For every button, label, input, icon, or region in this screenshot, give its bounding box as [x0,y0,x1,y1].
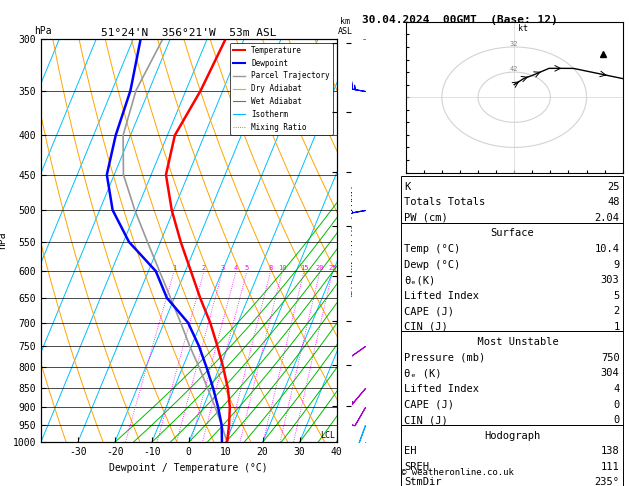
Y-axis label: Mixing Ratio (g/kg): Mixing Ratio (g/kg) [349,185,359,296]
Text: 30.04.2024  00GMT  (Base: 12): 30.04.2024 00GMT (Base: 12) [362,15,557,25]
Text: © weatheronline.co.uk: © weatheronline.co.uk [401,468,514,477]
Text: CIN (J): CIN (J) [404,415,448,425]
Text: Totals Totals: Totals Totals [404,197,486,208]
Text: EH: EH [404,446,417,456]
Text: 4: 4 [234,265,238,271]
Text: 1: 1 [172,265,176,271]
Text: Dewp (°C): Dewp (°C) [404,260,460,270]
Text: 25: 25 [607,182,620,192]
Text: 48: 48 [607,197,620,208]
Text: 10: 10 [278,265,286,271]
Text: Temp (°C): Temp (°C) [404,244,460,254]
Text: 0: 0 [613,415,620,425]
Text: kt: kt [518,24,528,34]
Text: 3: 3 [220,265,225,271]
Text: 10.4: 10.4 [594,244,620,254]
Text: 32: 32 [510,41,518,47]
Text: θₑ(K): θₑ(K) [404,275,436,285]
Text: 138: 138 [601,446,620,456]
Text: 5: 5 [613,291,620,301]
Title: 51°24'N  356°21'W  53m ASL: 51°24'N 356°21'W 53m ASL [101,28,277,38]
Text: Most Unstable: Most Unstable [465,337,559,347]
Text: 304: 304 [601,368,620,379]
Text: Lifted Index: Lifted Index [404,291,479,301]
Legend: Temperature, Dewpoint, Parcel Trajectory, Dry Adiabat, Wet Adiabat, Isotherm, Mi: Temperature, Dewpoint, Parcel Trajectory… [230,43,333,135]
Text: 8: 8 [269,265,273,271]
Text: 303: 303 [601,275,620,285]
Text: Surface: Surface [490,228,534,239]
Text: 2: 2 [202,265,206,271]
Text: StmDir: StmDir [404,477,442,486]
Text: 5: 5 [245,265,249,271]
Text: Lifted Index: Lifted Index [404,384,479,394]
Text: 235°: 235° [594,477,620,486]
Text: 2: 2 [613,306,620,316]
Text: Pressure (mb): Pressure (mb) [404,353,486,363]
Y-axis label: hPa: hPa [0,232,7,249]
Text: PW (cm): PW (cm) [404,213,448,223]
Text: 42: 42 [510,66,518,72]
Text: 0: 0 [613,399,620,410]
Text: 20: 20 [316,265,325,271]
Text: 25: 25 [328,265,337,271]
Text: 1: 1 [613,322,620,332]
Text: 2.04: 2.04 [594,213,620,223]
Text: K: K [404,182,411,192]
Text: CAPE (J): CAPE (J) [404,399,454,410]
X-axis label: Dewpoint / Temperature (°C): Dewpoint / Temperature (°C) [109,463,268,473]
Text: 750: 750 [601,353,620,363]
Text: SREH: SREH [404,462,430,472]
Text: hPa: hPa [35,26,52,36]
Text: CAPE (J): CAPE (J) [404,306,454,316]
Text: LCL: LCL [320,431,335,440]
Text: 111: 111 [601,462,620,472]
Text: Hodograph: Hodograph [484,431,540,441]
Text: 9: 9 [613,260,620,270]
Text: km
ASL: km ASL [338,17,353,36]
Text: 15: 15 [300,265,308,271]
Text: θₑ (K): θₑ (K) [404,368,442,379]
Text: CIN (J): CIN (J) [404,322,448,332]
Text: 4: 4 [613,384,620,394]
